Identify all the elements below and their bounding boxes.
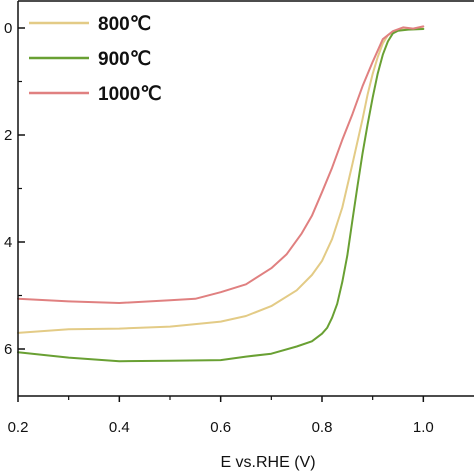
x-tick-label: 0.8 [312,419,333,436]
y-tick-label: 0 [4,20,12,37]
legend: 800℃ 900℃ 1000℃ [29,14,162,105]
curve-layer [17,25,425,363]
y-tick-label: 2 [4,127,12,144]
legend-label-1: 800℃ [98,14,151,35]
y-tick-label: 4 [4,234,12,251]
x-tick-label: 0.6 [210,419,231,436]
series-line-1 [17,27,425,334]
x-tick-label: 0.4 [109,419,130,436]
tick-layer: 0.2 0.4 0.6 0.8 1.0 0 2 4 6 [4,20,434,436]
legend-label-2: 900℃ [98,49,151,70]
series-line-3 [17,25,425,304]
x-tick-label: 1.0 [413,419,434,436]
x-axis-title: E vs.RHE (V) [220,454,315,471]
x-tick-label: 0.2 [8,419,29,436]
legend-label-3: 1000℃ [98,84,162,105]
y-tick-label: 6 [4,341,12,358]
series-line-2 [17,28,425,363]
